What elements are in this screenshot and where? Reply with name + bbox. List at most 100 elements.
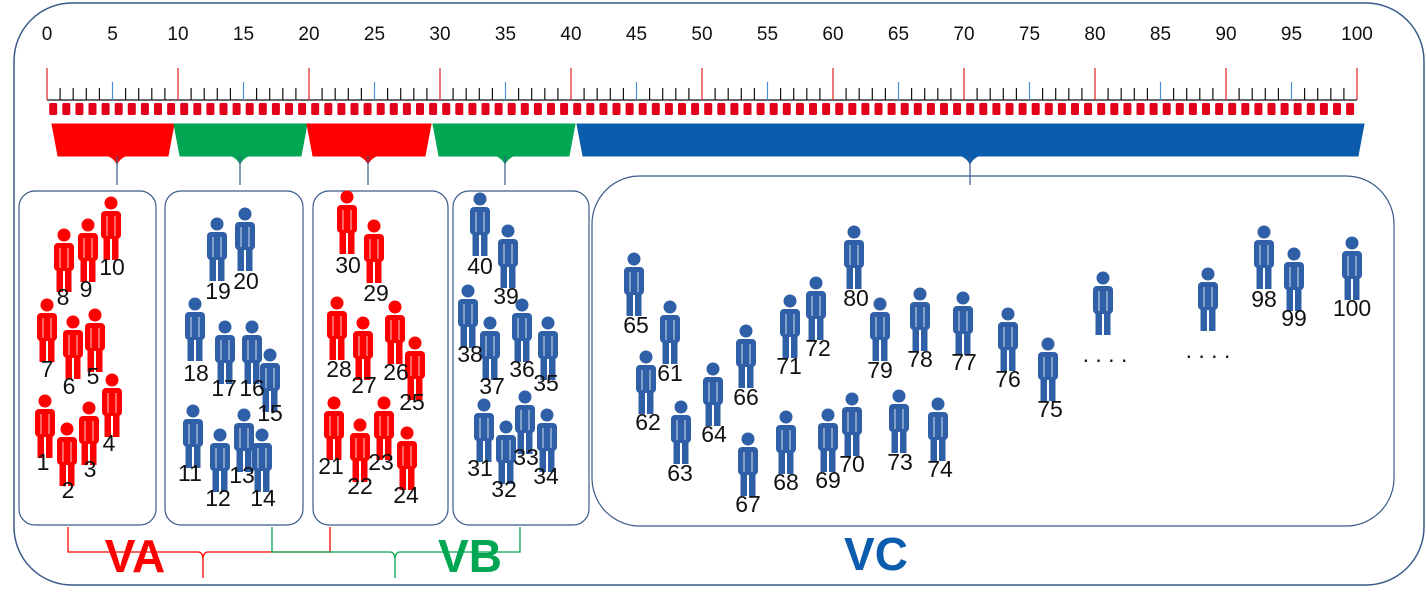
person-icon: [498, 224, 518, 288]
unit-block: [1110, 103, 1119, 115]
person-number: 10: [99, 254, 125, 280]
unit-block: [547, 103, 555, 115]
tick-label: 75: [1019, 24, 1040, 45]
unit-block: [769, 103, 778, 115]
person-icon: [183, 404, 203, 468]
person-number: 24: [393, 482, 419, 508]
unit-block: [88, 103, 97, 115]
person-number: 23: [368, 449, 394, 475]
person-icon: [101, 196, 121, 260]
person-number: 8: [57, 284, 70, 310]
unit-block: [874, 103, 883, 115]
person-icon: [818, 408, 838, 472]
person-number: 11: [178, 460, 202, 486]
person-icon: [844, 225, 864, 289]
person-number: 39: [493, 283, 519, 309]
unit-block: [114, 103, 123, 115]
person-number: 35: [533, 370, 559, 396]
person-number: 18: [183, 360, 209, 386]
person-number: 25: [399, 389, 425, 415]
person-number: 6: [63, 373, 76, 399]
unit-block: [638, 103, 647, 115]
person-number: 66: [733, 384, 759, 410]
unit-block: [887, 103, 896, 115]
tick-label: 30: [429, 24, 450, 45]
person-number: 22: [347, 473, 373, 499]
unit-block: [1071, 103, 1079, 115]
unit-block: [1005, 103, 1014, 115]
unit-block: [1241, 103, 1250, 115]
person-icon: [537, 408, 557, 472]
person-number: 73: [887, 449, 913, 475]
person-number: 76: [995, 366, 1021, 392]
person-icon: [1254, 225, 1274, 289]
unit-block: [625, 103, 634, 115]
person-number: 61: [657, 360, 683, 386]
unit-block: [455, 103, 464, 115]
unit-block: [271, 103, 280, 115]
unit-block: [285, 103, 293, 115]
group-box: [164, 190, 304, 526]
unit-block: [966, 103, 975, 115]
unit-block: [1280, 103, 1289, 115]
tick-label: 10: [167, 24, 188, 45]
person-number: 3: [84, 456, 97, 482]
unit-block: [1188, 103, 1197, 115]
person-icon: [57, 422, 77, 486]
person-icon: [842, 392, 862, 456]
unit-block: [782, 103, 791, 115]
unit-block: [940, 103, 948, 115]
unit-block: [154, 103, 162, 115]
unit-block: [586, 103, 595, 115]
unit-block: [612, 103, 621, 115]
person-number: 34: [533, 463, 559, 489]
person-icon: [364, 219, 384, 283]
person-icon: [35, 394, 55, 458]
group-label-va: VA: [105, 530, 166, 582]
person-icon: [385, 300, 405, 364]
person-icon: [78, 218, 98, 282]
person-icon: [207, 217, 227, 281]
person-number: 2: [62, 477, 75, 503]
unit-block: [1057, 103, 1066, 115]
person-number: 80: [843, 285, 869, 311]
unit-block: [1175, 103, 1184, 115]
unit-block: [363, 103, 372, 115]
unit-block: [1162, 103, 1171, 115]
person-number: 15: [257, 400, 283, 426]
person-icon: [660, 300, 680, 364]
person-number: 14: [250, 485, 276, 511]
unit-block: [848, 103, 857, 115]
person-number: 77: [951, 349, 977, 375]
person-icon: [242, 320, 262, 384]
person-icon: [37, 298, 57, 362]
unit-block: [573, 103, 582, 115]
person-icon: [928, 397, 948, 461]
bracket-va: [67, 527, 331, 578]
tick-label: 60: [822, 24, 843, 45]
unit-block: [1044, 103, 1053, 115]
unit-block: [167, 103, 176, 115]
person-icon: [738, 432, 758, 496]
unit-block: [311, 103, 320, 115]
person-icon: [235, 207, 255, 271]
ellipsis: . . . .: [1083, 341, 1128, 367]
person-icon: [397, 426, 417, 490]
group-box: [18, 190, 157, 526]
unit-block: [1215, 103, 1224, 115]
person-number: 69: [815, 467, 841, 493]
person-icon: [327, 296, 347, 360]
range-band-20-30: [306, 123, 432, 185]
unit-block: [337, 103, 346, 115]
person-icon: [353, 316, 373, 380]
person-icon: [624, 252, 644, 316]
unit-block: [193, 103, 202, 115]
person-number: 20: [233, 268, 259, 294]
person-icon: [79, 401, 99, 465]
unit-block: [533, 103, 542, 115]
unit-block: [913, 103, 922, 115]
group-label-vc: VC: [844, 528, 908, 580]
tick-label: 80: [1084, 24, 1105, 45]
